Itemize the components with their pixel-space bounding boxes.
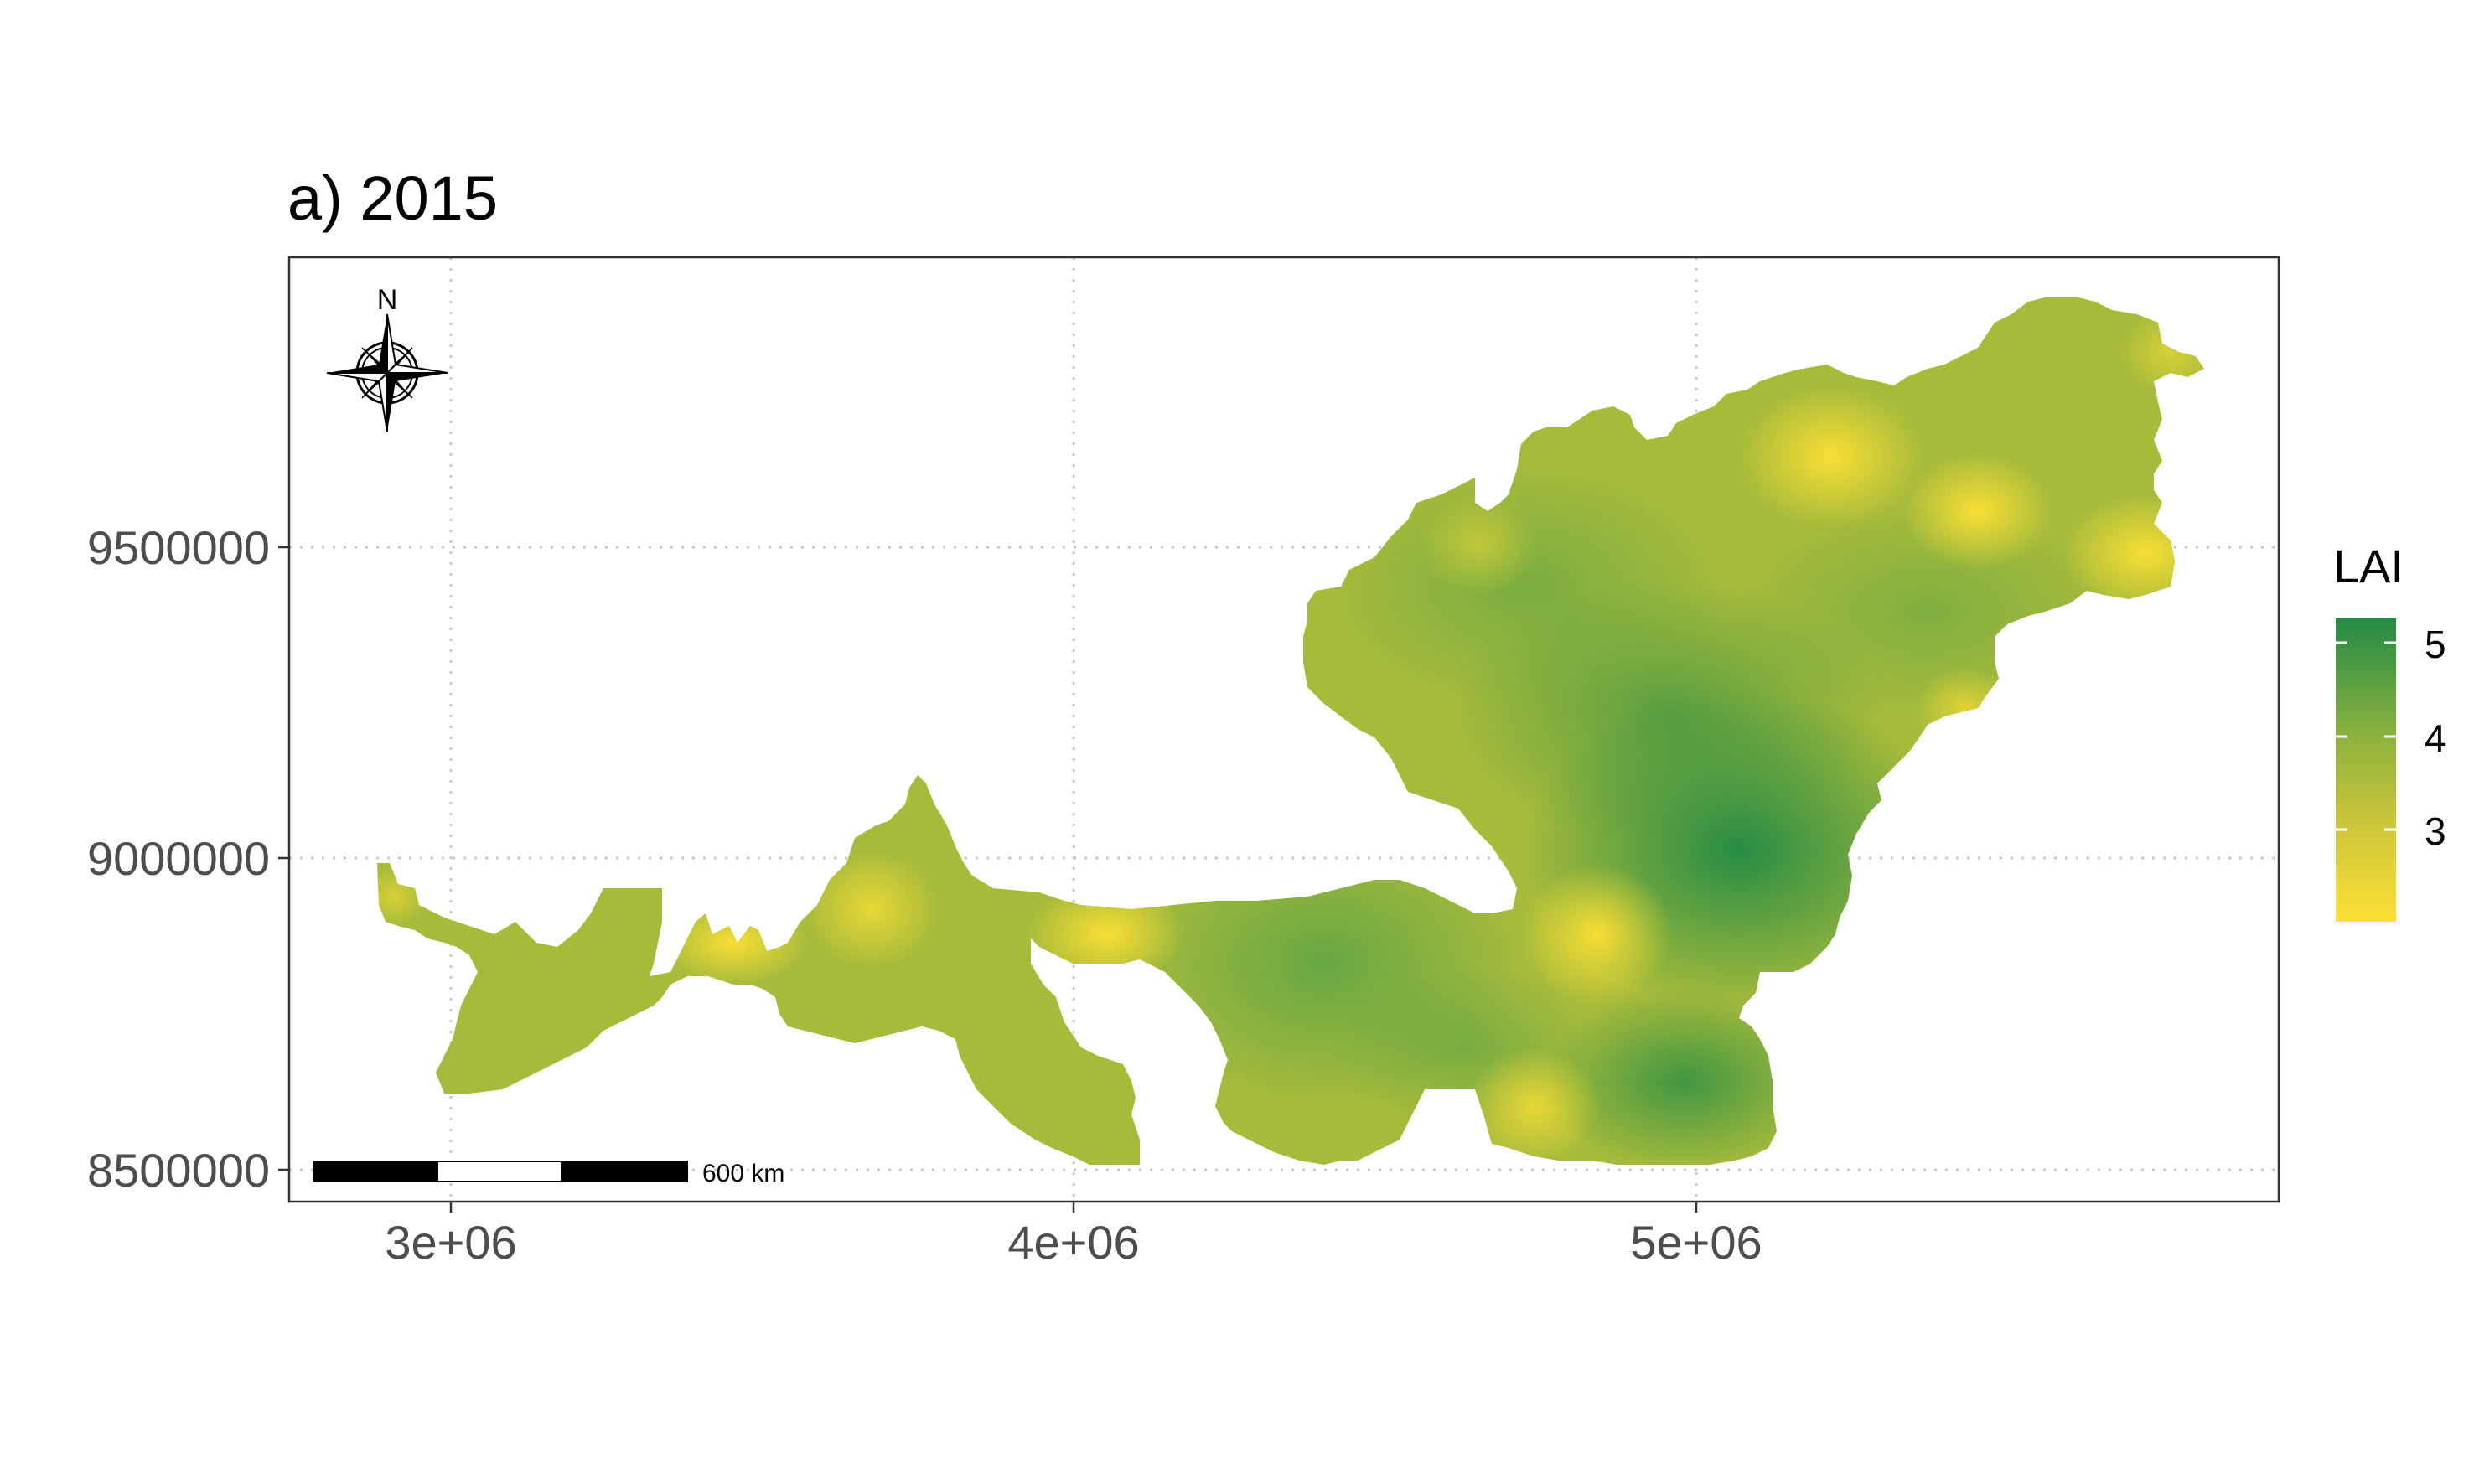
low-lai-zone: [1739, 385, 1923, 528]
panel-border: [287, 256, 2280, 1203]
low-lai-zone: [1421, 494, 1538, 595]
scale-segment: [437, 1161, 562, 1182]
low-lai-zone: [1902, 452, 2053, 570]
lai-variation: [377, 310, 2204, 1165]
low-lai-zone: [1027, 884, 1186, 985]
legend-colorbar: [2336, 618, 2396, 922]
legend-label: 5: [2425, 623, 2446, 666]
y-tick-label: 8500000: [87, 1144, 270, 1197]
y-tick-label: 9500000: [87, 521, 270, 574]
legend-title: LAI: [2333, 540, 2404, 592]
map-title: a) 2015: [287, 163, 498, 233]
legend-label: 4: [2425, 716, 2446, 760]
low-lai-zone: [1521, 863, 1672, 1006]
high-lai-zone: [1542, 989, 1827, 1165]
axis-ticks: [278, 546, 1698, 1213]
low-lai-zone: [1467, 1047, 1601, 1165]
compass-rose-icon: [326, 313, 448, 432]
scale-bar: 600 km: [313, 1160, 784, 1187]
legend-label: 3: [2425, 809, 2446, 853]
north-arrow-icon: N: [326, 284, 448, 432]
scale-bar-label: 600 km: [702, 1160, 784, 1187]
scale-segment: [561, 1161, 688, 1182]
x-tick-label: 4e+06: [1007, 1216, 1139, 1269]
low-lai-zone: [805, 851, 939, 968]
mid-lai-zone: [1324, 461, 1726, 712]
legend: LAI 5 4 3: [2333, 540, 2446, 922]
x-tick-label: 3e+06: [385, 1216, 516, 1269]
lai-raster-region: [377, 297, 2204, 1165]
north-arrow-label: N: [377, 284, 398, 316]
scale-segment: [313, 1161, 438, 1182]
x-tick-label: 5e+06: [1630, 1216, 1762, 1269]
y-tick-label: 9000000: [87, 832, 270, 885]
